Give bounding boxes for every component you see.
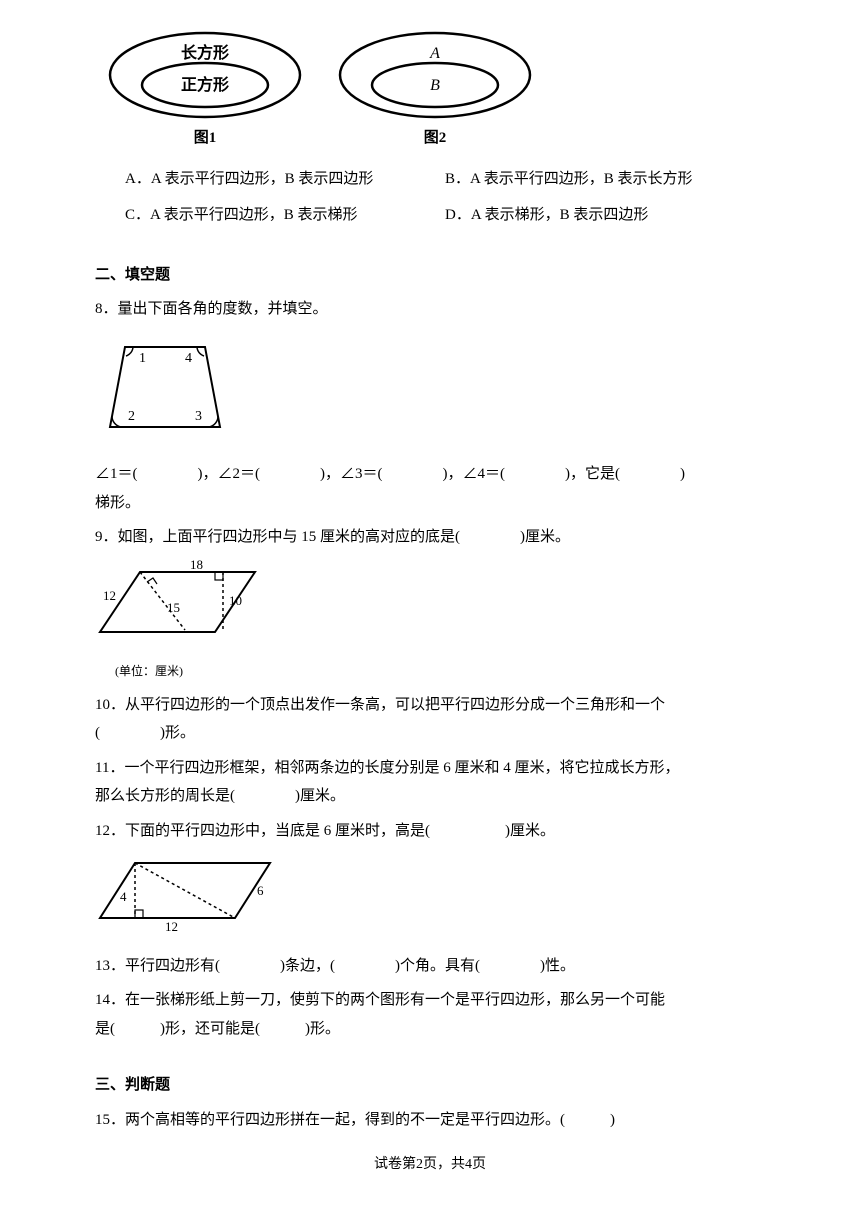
opt-a: A．A 表示平行四边形，B 表示四边形 (125, 161, 415, 197)
q11-l1: 11．一个平行四边形框架，相邻两条边的长度分别是 6 厘米和 4 厘米，将它拉成… (95, 754, 765, 783)
q9-caption: (单位：厘米) (115, 660, 765, 683)
venn-diagrams: 长方形 正方形 图1 A B 图2 (105, 30, 765, 153)
q8-tail: 梯形。 (95, 489, 765, 518)
section-3-heading: 三、判断题 (95, 1071, 765, 1100)
page-footer: 试卷第2页，共4页 (95, 1152, 765, 1179)
q8-figure: 1 4 2 3 (95, 332, 765, 453)
q10-l2: ( )形。 (95, 719, 765, 748)
parallelogram1-svg: 18 12 15 10 (95, 560, 275, 650)
q11-l2: 那么长方形的周长是( )厘米。 (95, 782, 765, 811)
q15: 15．两个高相等的平行四边形拼在一起，得到的不一定是平行四边形。( ) (95, 1106, 765, 1135)
venn-1: 长方形 正方形 图1 (105, 30, 305, 153)
q12-base: 12 (165, 919, 178, 933)
venn-2: A B 图2 (335, 30, 535, 153)
venn1-label: 图1 (194, 124, 217, 153)
svg-text:2: 2 (128, 409, 135, 424)
venn1-inner: 正方形 (181, 75, 229, 94)
venn2-outer: A (429, 45, 440, 62)
q8-line: ∠1＝( )，∠2＝( )，∠3＝( )，∠4＝( )，它是( ) (95, 460, 765, 489)
q9-h1: 15 (167, 600, 180, 615)
q8-stem: 8．量出下面各角的度数，并填空。 (95, 295, 765, 324)
venn2-inner: B (430, 77, 440, 94)
q9-top: 18 (190, 560, 203, 572)
venn-1-svg: 长方形 正方形 (105, 30, 305, 120)
q12-figure: 4 12 6 (95, 853, 765, 944)
q9-right: 10 (229, 593, 242, 608)
q12-right: 6 (257, 883, 264, 898)
q9-left: 12 (103, 588, 116, 603)
opt-c: C．A 表示平行四边形，B 表示梯形 (125, 197, 415, 233)
venn-2-svg: A B (335, 30, 535, 120)
q9-figure: 18 12 15 10 (单位：厘米) (95, 560, 765, 683)
svg-text:4: 4 (185, 351, 192, 366)
trapezoid-svg: 1 4 2 3 (95, 332, 235, 442)
svg-text:3: 3 (195, 409, 202, 424)
svg-text:1: 1 (139, 351, 146, 366)
section-2-heading: 二、填空题 (95, 261, 765, 290)
opt-b: B．A 表示平行四边形，B 表示长方形 (445, 161, 693, 197)
q12-stem: 12．下面的平行四边形中，当底是 6 厘米时，高是( )厘米。 (95, 817, 765, 846)
q12-h: 4 (120, 889, 127, 904)
q7-options: A．A 表示平行四边形，B 表示四边形 B．A 表示平行四边形，B 表示长方形 … (125, 161, 765, 233)
venn1-outer: 长方形 (181, 43, 229, 62)
q14-l2: 是( )形，还可能是( )形。 (95, 1015, 765, 1044)
opt-d: D．A 表示梯形，B 表示四边形 (445, 197, 648, 233)
q13: 13．平行四边形有( )条边，( )个角。具有( )性。 (95, 952, 765, 981)
q14-l1: 14．在一张梯形纸上剪一刀，使剪下的两个图形有一个是平行四边形，那么另一个可能 (95, 986, 765, 1015)
q10-l1: 10．从平行四边形的一个顶点出发作一条高，可以把平行四边形分成一个三角形和一个 (95, 691, 765, 720)
parallelogram2-svg: 4 12 6 (95, 853, 285, 933)
venn2-label: 图2 (424, 124, 447, 153)
q9-stem: 9．如图，上面平行四边形中与 15 厘米的高对应的底是( )厘米。 (95, 523, 765, 552)
